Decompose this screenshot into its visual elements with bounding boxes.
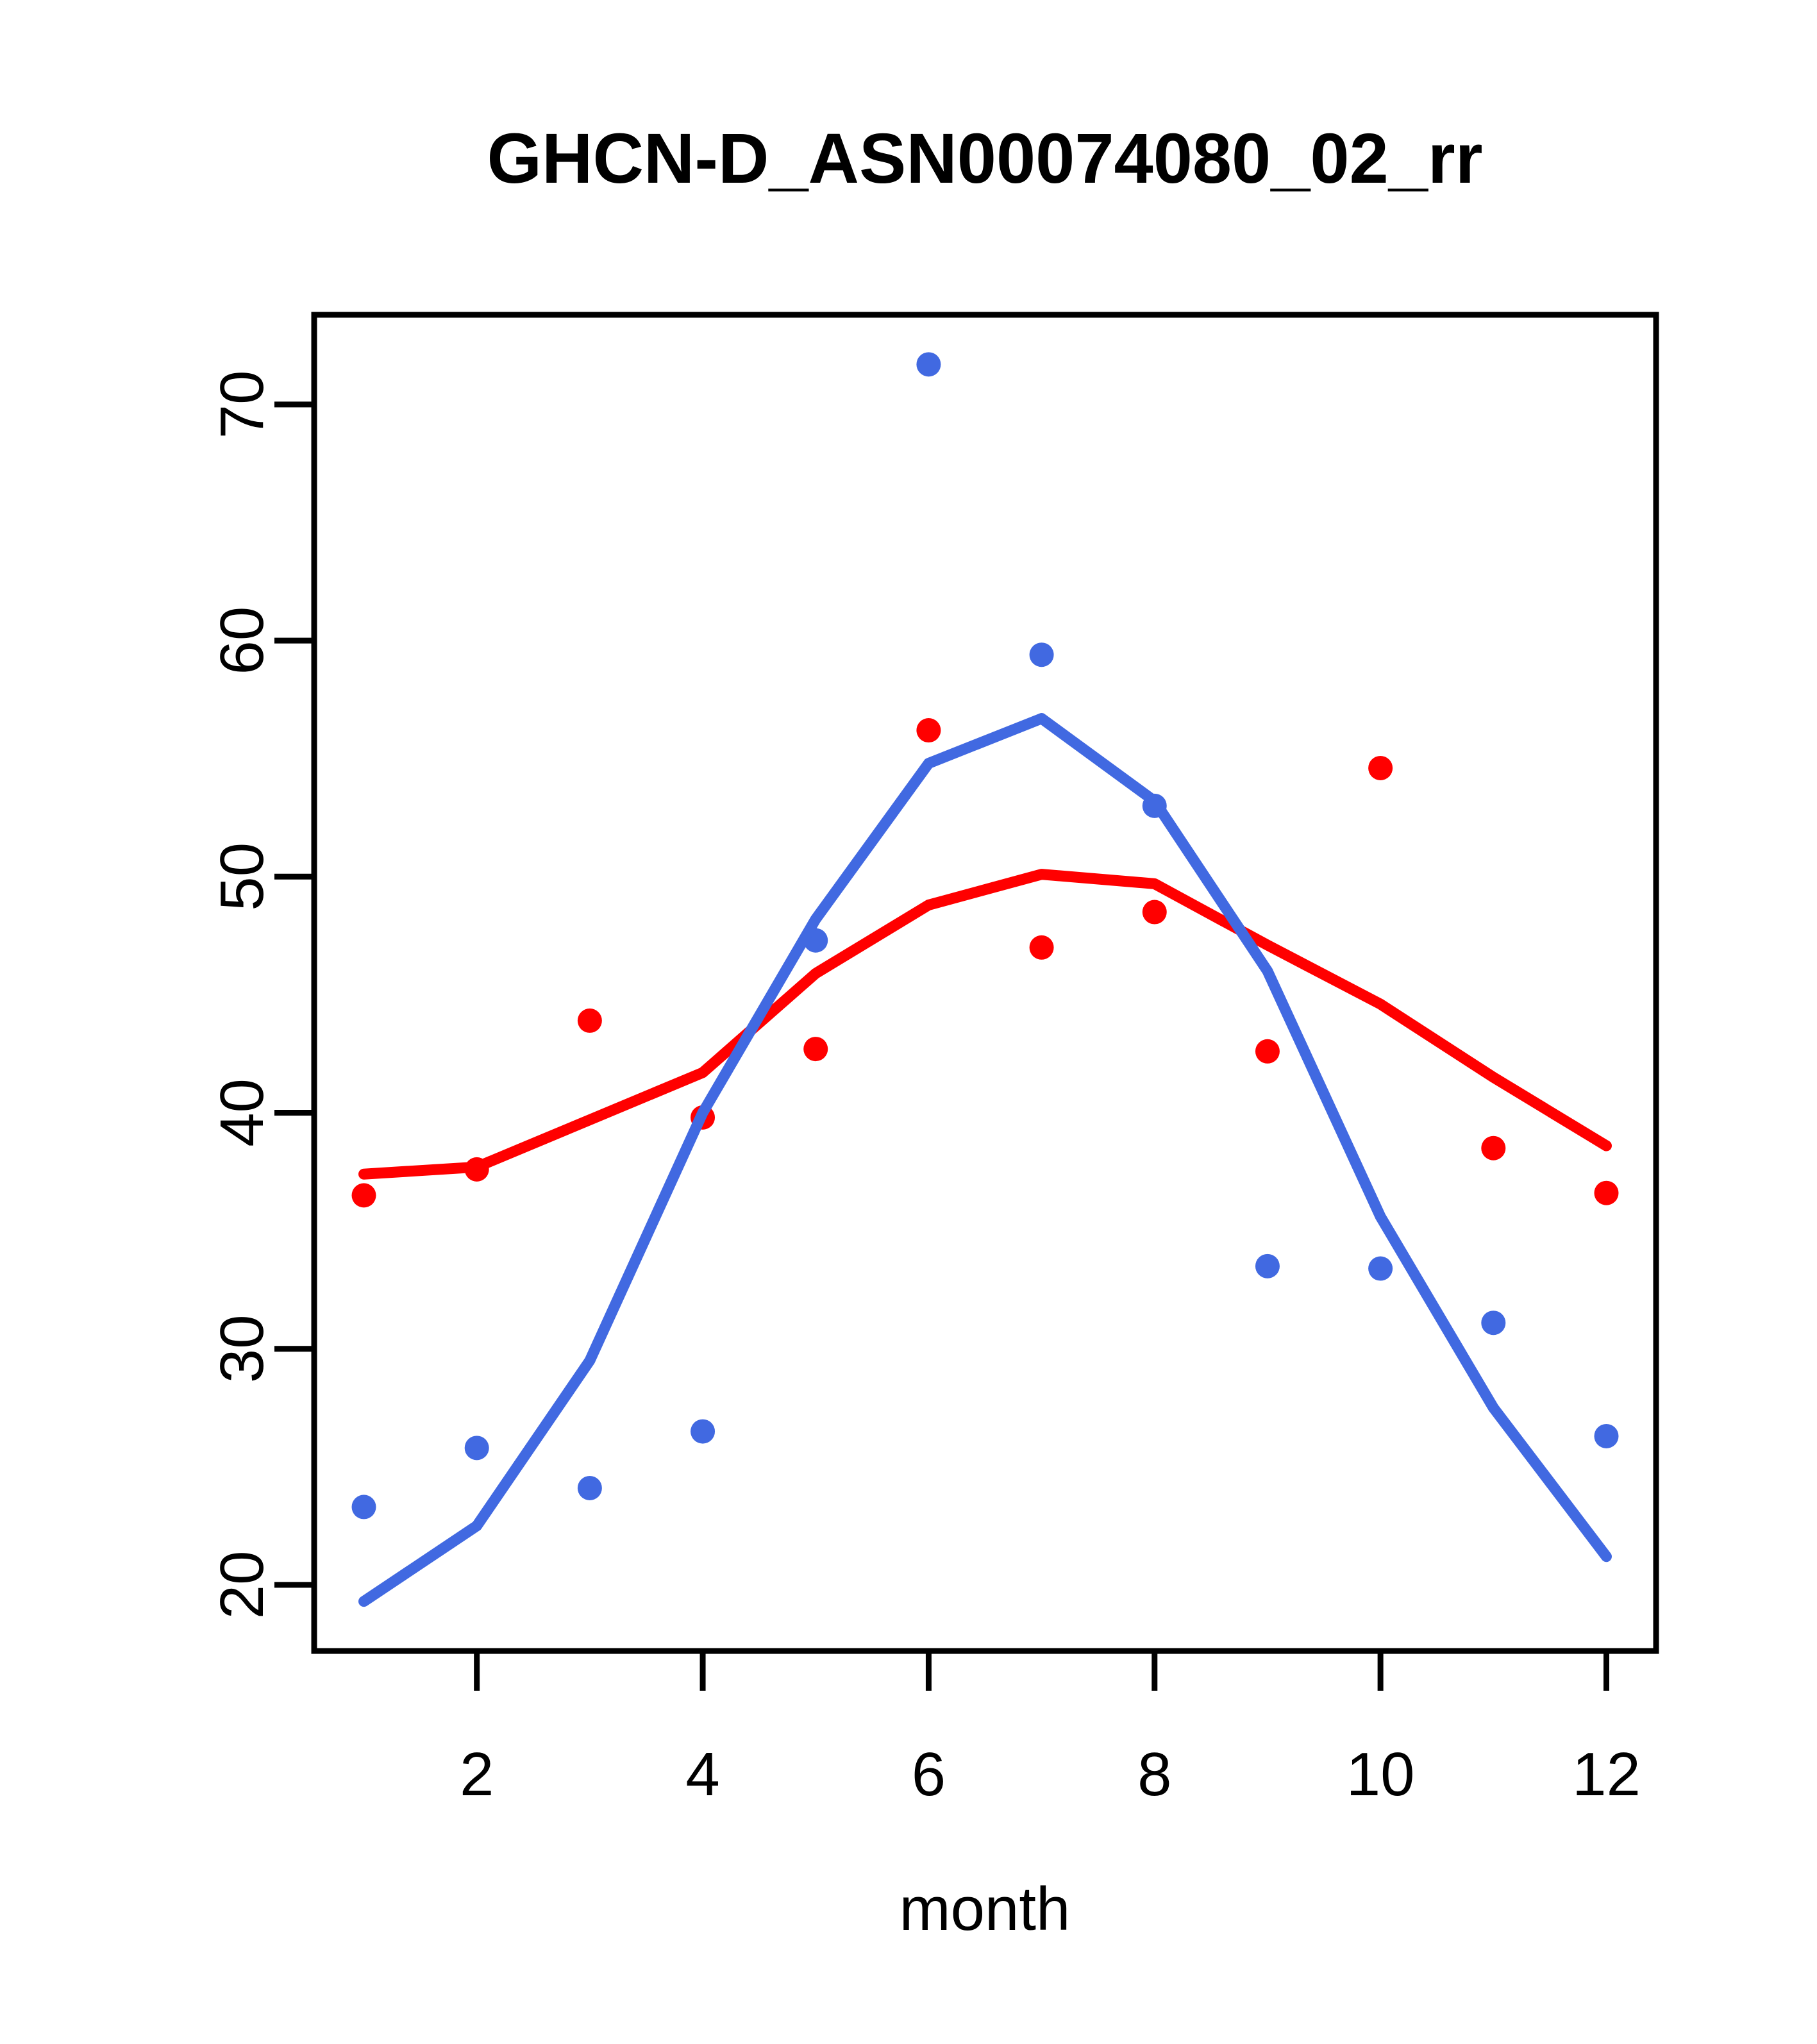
red-point: [1029, 935, 1054, 960]
blue-point: [351, 1495, 376, 1520]
red-point: [351, 1183, 376, 1208]
red-point: [1481, 1135, 1506, 1160]
plot-area: 2 4 6 8 10 12 20 30 40 50 60 70: [208, 312, 1659, 1809]
x-tick-label: 8: [1137, 1740, 1171, 1809]
red-point: [1255, 1039, 1280, 1064]
chart-title: GHCN-D_ASN00074080_02_rr: [487, 119, 1482, 198]
red-point: [577, 1008, 602, 1033]
y-tick-label: 60: [208, 607, 276, 675]
red-smooth-line: [358, 869, 1612, 1180]
y-tick-label: 70: [208, 371, 276, 439]
x-tick-label: 12: [1572, 1740, 1641, 1809]
red-point: [803, 1037, 828, 1062]
x-tick-label: 4: [685, 1740, 719, 1809]
blue-point: [1481, 1311, 1506, 1336]
blue-point: [464, 1436, 489, 1461]
red-point: [1368, 755, 1393, 780]
x-tick-label: 10: [1346, 1740, 1415, 1809]
blue-point: [1594, 1423, 1619, 1448]
x-tick-label: 6: [912, 1740, 946, 1809]
x-tick-label: 2: [460, 1740, 494, 1809]
blue-point: [1255, 1253, 1280, 1278]
y-tick-label: 50: [208, 842, 276, 911]
y-tick-label: 20: [208, 1551, 276, 1620]
plot-box: [311, 312, 1659, 1654]
blue-point: [1368, 1256, 1393, 1281]
blue-point: [691, 1419, 716, 1444]
blue-smooth-line: [358, 713, 1612, 1607]
red-point: [916, 718, 941, 743]
y-tick-label: 40: [208, 1078, 276, 1147]
blue-point: [577, 1475, 602, 1500]
red-point: [1142, 900, 1167, 925]
blue-point: [916, 352, 941, 377]
blue-point: [1029, 642, 1054, 667]
y-tick-label: 30: [208, 1314, 276, 1383]
x-axis-label: month: [900, 1875, 1071, 1943]
red-point: [1594, 1180, 1619, 1205]
